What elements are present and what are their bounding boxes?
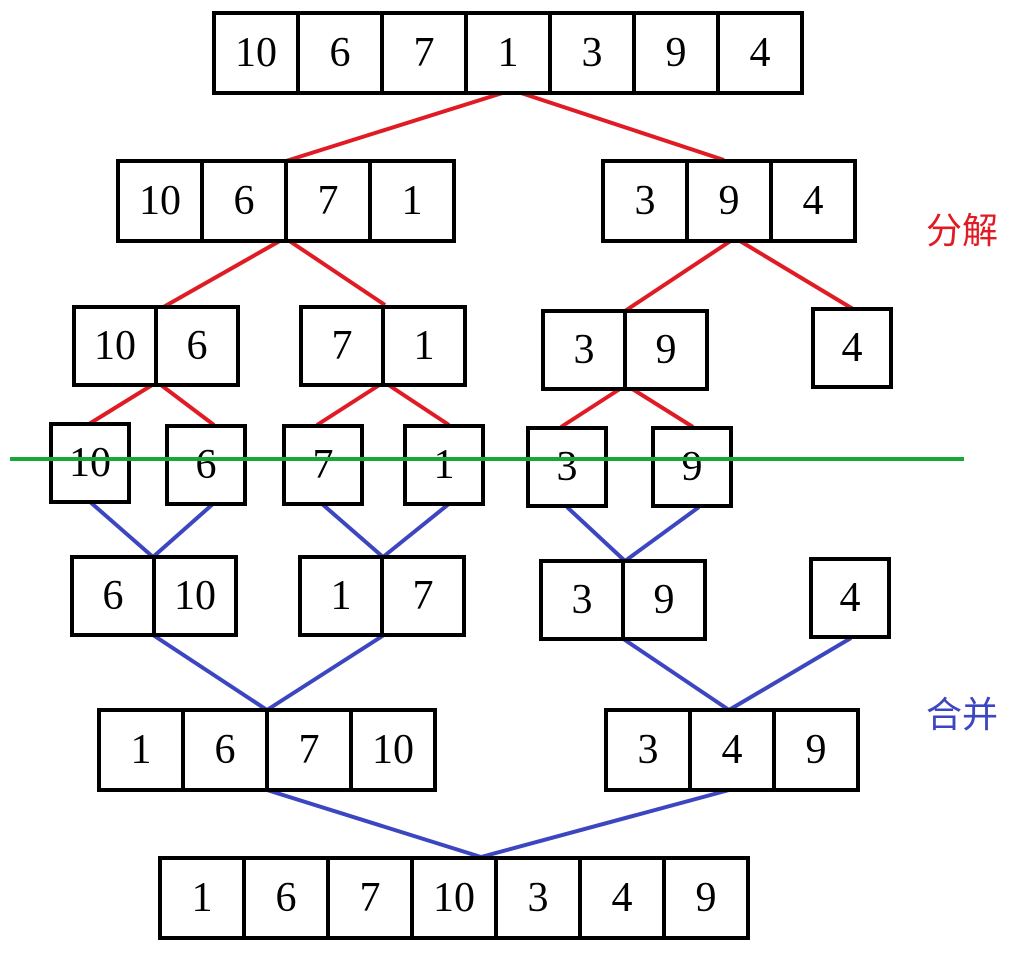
merge-label: 合并 [926,686,998,738]
split-label: 分解 [926,202,998,254]
